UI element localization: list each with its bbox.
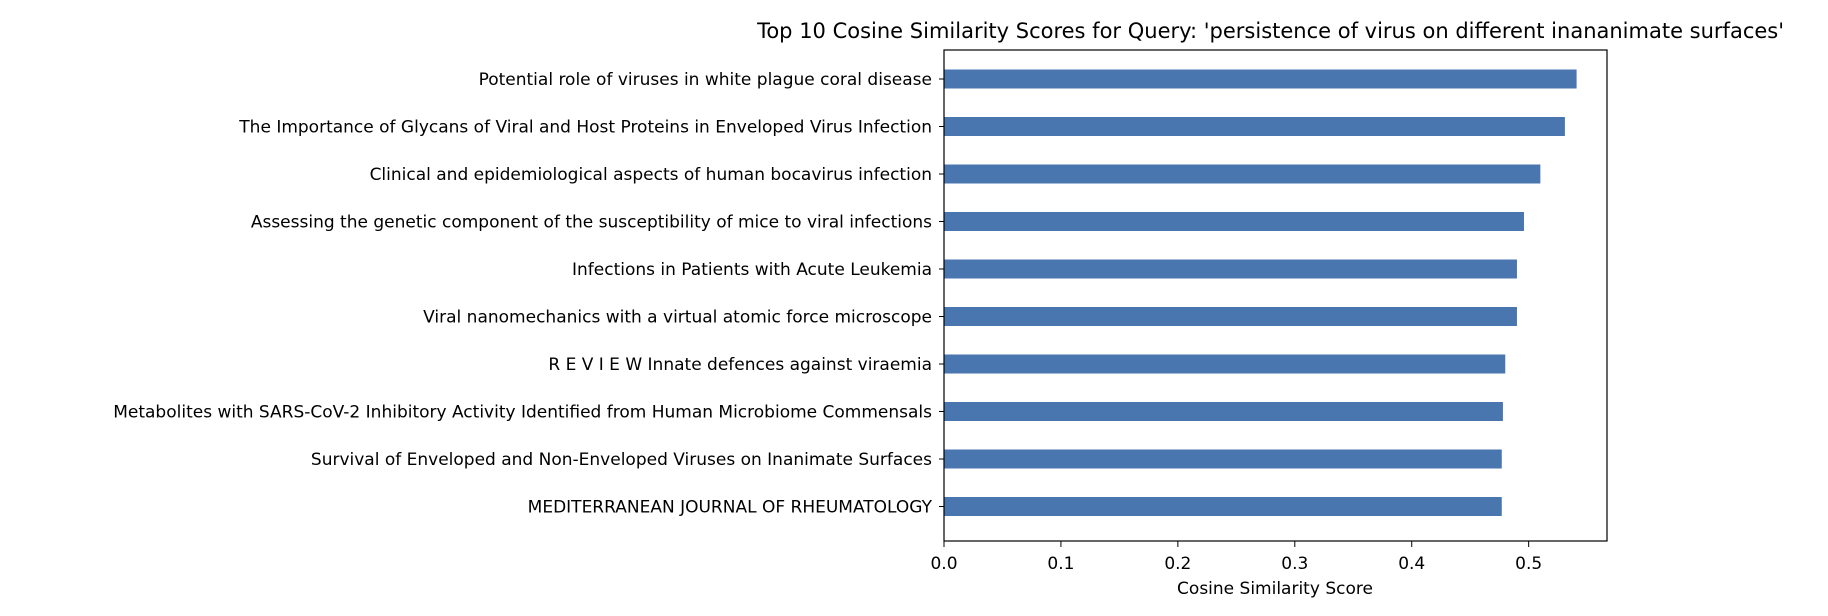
x-tick-label: 0.5 <box>1515 554 1542 574</box>
bar <box>944 497 1502 516</box>
bar <box>944 259 1517 279</box>
y-tick-label: Clinical and epidemiological aspects of … <box>370 165 932 185</box>
bars <box>944 69 1577 516</box>
plot-frame <box>943 49 1608 542</box>
y-tick-label: R E V I E W Innate defences against vira… <box>548 355 932 375</box>
y-tick-label: Viral nanomechanics with a virtual atomi… <box>423 308 932 328</box>
y-tick-labels: Potential role of viruses in white plagu… <box>113 70 944 518</box>
bar <box>944 449 1502 469</box>
bar <box>944 164 1541 184</box>
bar <box>944 212 1524 231</box>
x-tick-label: 0.4 <box>1398 554 1425 574</box>
bar <box>944 307 1517 326</box>
chart-title: Top 10 Cosine Similarity Scores for Quer… <box>756 19 1784 43</box>
x-ticks: 0.0 0.1 0.2 0.3 0.4 0.5 <box>930 541 1542 574</box>
y-tick-label: Metabolites with SARS-CoV-2 Inhibitory A… <box>113 403 932 423</box>
y-tick-label: Infections in Patients with Acute Leukem… <box>572 260 932 280</box>
x-tick-label: 0.0 <box>930 554 957 574</box>
y-tick-label: The Importance of Glycans of Viral and H… <box>238 118 932 138</box>
y-tick-label: Survival of Enveloped and Non-Enveloped … <box>311 450 932 470</box>
x-axis-label: Cosine Similarity Score <box>1177 579 1373 599</box>
x-tick-label: 0.3 <box>1281 554 1308 574</box>
bar <box>944 354 1506 374</box>
bar <box>944 117 1565 136</box>
x-tick-label: 0.2 <box>1164 554 1191 574</box>
y-tick-label: MEDITERRANEAN JOURNAL OF RHEUMATOLOGY <box>528 498 933 518</box>
y-tick-label: Potential role of viruses in white plagu… <box>479 70 932 90</box>
y-tick-label: Assessing the genetic component of the s… <box>251 213 932 233</box>
bar <box>944 402 1503 421</box>
x-tick-label: 0.1 <box>1047 554 1074 574</box>
bar <box>944 69 1577 89</box>
